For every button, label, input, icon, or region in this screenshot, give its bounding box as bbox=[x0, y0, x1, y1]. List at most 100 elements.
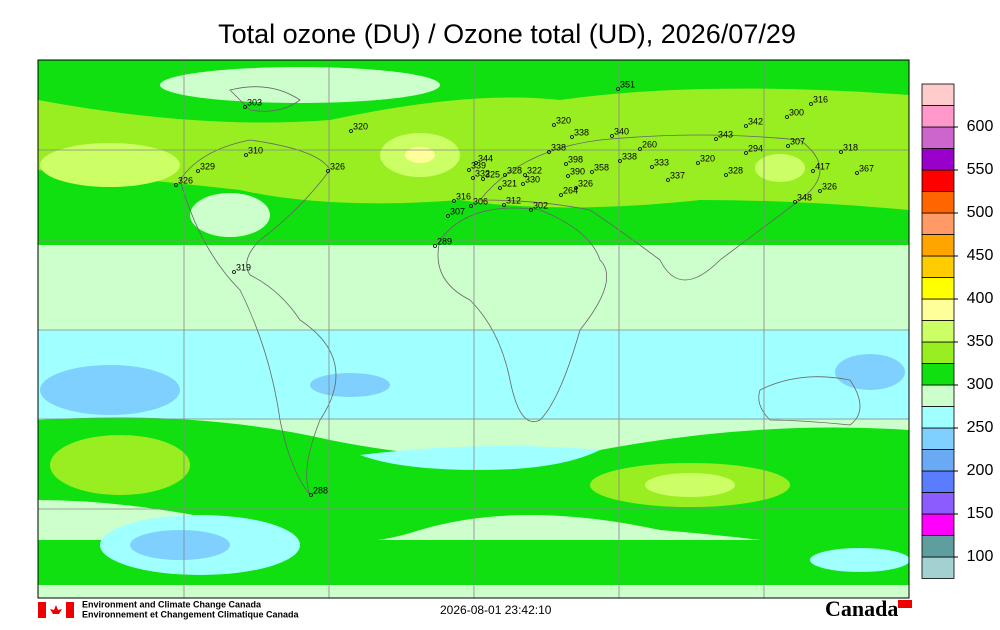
color-box bbox=[921, 535, 955, 558]
station-value: 288 bbox=[313, 485, 328, 495]
station-marker bbox=[349, 129, 353, 133]
agency-en: Environment and Climate Change Canada bbox=[82, 599, 262, 609]
station-marker bbox=[724, 173, 728, 177]
station-value: 312 bbox=[506, 195, 521, 205]
station-marker bbox=[818, 189, 822, 193]
station-value: 326 bbox=[178, 175, 193, 185]
station-marker bbox=[570, 135, 574, 139]
station-value: 329 bbox=[200, 161, 215, 171]
tick-label: 600 bbox=[967, 118, 994, 135]
station-value: 332 bbox=[475, 168, 490, 178]
tick-label: 200 bbox=[967, 462, 994, 479]
station-value: 417 bbox=[815, 161, 830, 171]
station-value: 326 bbox=[822, 181, 837, 191]
station-value: 320 bbox=[353, 121, 368, 131]
color-box bbox=[921, 277, 955, 300]
station-value: 351 bbox=[620, 79, 635, 89]
color-box bbox=[921, 148, 955, 171]
color-box bbox=[921, 83, 955, 106]
color-box bbox=[921, 298, 955, 321]
station-marker bbox=[523, 173, 527, 177]
color-box bbox=[921, 449, 955, 472]
station-marker bbox=[811, 169, 815, 173]
station-value: 333 bbox=[654, 157, 669, 167]
color-box bbox=[921, 341, 955, 364]
station-value: 340 bbox=[614, 126, 629, 136]
station-value: 344 bbox=[478, 153, 493, 163]
station-marker bbox=[174, 183, 178, 187]
station-value: 326 bbox=[578, 178, 593, 188]
footer: Environment and Climate Change Canada En… bbox=[38, 596, 912, 621]
station-marker bbox=[471, 176, 475, 180]
tick-label: 400 bbox=[967, 290, 994, 307]
station-marker bbox=[309, 493, 313, 497]
station-marker bbox=[503, 173, 507, 177]
color-box bbox=[921, 427, 955, 450]
color-box bbox=[921, 234, 955, 257]
color-box bbox=[921, 406, 955, 429]
station-value: 330 bbox=[525, 174, 540, 184]
color-box bbox=[921, 320, 955, 343]
station-marker bbox=[618, 159, 622, 163]
station-marker bbox=[469, 204, 473, 208]
station-value: 303 bbox=[247, 97, 262, 107]
station-value: 322 bbox=[527, 165, 542, 175]
station-marker bbox=[610, 134, 614, 138]
station-marker bbox=[809, 102, 813, 106]
station-marker bbox=[326, 169, 330, 173]
station-marker bbox=[446, 214, 450, 218]
color-box bbox=[921, 363, 955, 386]
colorbar: 100 150 200 250 300 350 400 450 500 550 600 bbox=[921, 83, 994, 579]
station-value: 260 bbox=[642, 139, 657, 149]
station-marker bbox=[502, 203, 506, 207]
station-value: 318 bbox=[843, 142, 858, 152]
station-marker bbox=[467, 168, 471, 172]
station-marker bbox=[786, 144, 790, 148]
timestamp: 2026-08-01 23:42:10 bbox=[440, 603, 552, 617]
station-marker bbox=[521, 182, 525, 186]
station-value: 294 bbox=[748, 143, 763, 153]
title: Total ozone (DU) / Ozone total (UD), 202… bbox=[218, 19, 796, 49]
station-marker bbox=[590, 170, 594, 174]
station-marker bbox=[552, 123, 556, 127]
color-box bbox=[921, 470, 955, 493]
station-value: 367 bbox=[859, 163, 874, 173]
station-value: 348 bbox=[797, 192, 812, 202]
station-value: 316 bbox=[456, 191, 471, 201]
station-value: 300 bbox=[789, 107, 804, 117]
station-marker bbox=[744, 124, 748, 128]
tick-label: 500 bbox=[967, 204, 994, 221]
station-value: 307 bbox=[450, 206, 465, 216]
station-value: 326 bbox=[330, 161, 345, 171]
station-marker bbox=[433, 244, 437, 248]
station-marker bbox=[616, 87, 620, 91]
station-marker bbox=[559, 193, 563, 197]
color-box bbox=[921, 556, 955, 579]
station-value: 289 bbox=[437, 236, 452, 246]
tick-label: 350 bbox=[967, 333, 994, 350]
color-box bbox=[921, 513, 955, 536]
station-marker bbox=[498, 186, 502, 190]
agency-fr: Environnement et Changement Climatique C… bbox=[82, 609, 300, 619]
station-value: 337 bbox=[670, 170, 685, 180]
station-marker bbox=[481, 177, 485, 181]
station-marker bbox=[529, 208, 533, 212]
station-marker bbox=[574, 186, 578, 190]
color-box bbox=[921, 169, 955, 192]
station-value: 342 bbox=[748, 116, 763, 126]
station-marker bbox=[744, 151, 748, 155]
station-marker bbox=[196, 169, 200, 173]
station-value: 358 bbox=[594, 162, 609, 172]
station-marker bbox=[855, 171, 859, 175]
color-box bbox=[921, 384, 955, 407]
station-value: 321 bbox=[502, 178, 517, 188]
station-marker bbox=[547, 150, 551, 154]
station-marker bbox=[474, 161, 478, 165]
station-value: 338 bbox=[551, 142, 566, 152]
station-value: 338 bbox=[622, 151, 637, 161]
tick-label: 300 bbox=[967, 376, 994, 393]
